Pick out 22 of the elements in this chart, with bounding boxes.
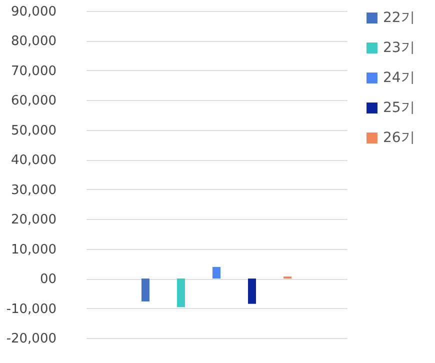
y-tick-label: 00: [40, 272, 56, 288]
y-tick-label: 40,000: [11, 153, 56, 168]
y-tick-label: 90,000: [11, 4, 56, 20]
legend-label: 23기: [383, 40, 415, 56]
y-tick-label: -20,000: [6, 332, 56, 346]
y-tick-label: 80,000: [11, 34, 56, 50]
legend-label: 22기: [383, 10, 415, 26]
y-tick-label: -10,000: [6, 302, 56, 317]
legend-label: 25기: [383, 100, 415, 116]
y-tick-label: 70,000: [11, 64, 56, 79]
bar: [141, 278, 150, 302]
bar: [176, 278, 185, 308]
bar: [212, 266, 220, 279]
y-tick-label: 10,000: [11, 242, 56, 258]
y-tick-label: 50,000: [11, 123, 56, 138]
bar: [284, 276, 292, 279]
y-tick-label: 30,000: [11, 182, 56, 198]
legend-label: 24기: [383, 70, 415, 86]
bar: [248, 278, 256, 304]
legend-label: 26기: [383, 130, 415, 146]
y-tick-label: 60,000: [11, 94, 56, 109]
y-tick-label: 20,000: [11, 212, 56, 228]
